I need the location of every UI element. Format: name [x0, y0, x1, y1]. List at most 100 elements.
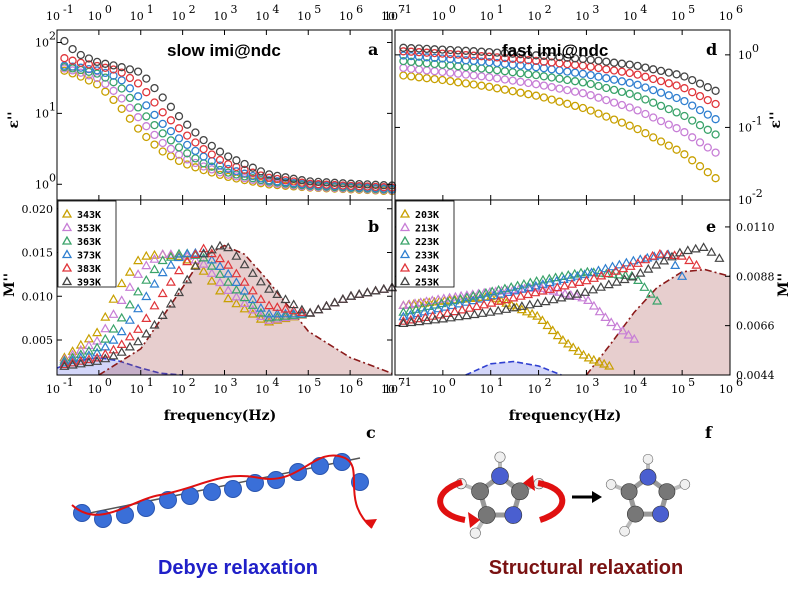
e-point: [423, 301, 434, 310]
e-legend-marker: [399, 276, 411, 286]
d-point: [563, 67, 572, 76]
d-point: [508, 54, 517, 63]
e-xtick-exp: -1: [401, 376, 412, 389]
d-point: [477, 52, 486, 61]
b-point: [149, 319, 160, 329]
a-xtick-top-exp: 7: [398, 3, 405, 16]
e-point: [623, 329, 634, 339]
d-point: [594, 63, 603, 73]
nitrogen-atom: [652, 505, 670, 523]
b-legend-marker: [61, 208, 73, 218]
e-legend: 203K 213K 223K 233K 243K 253K: [395, 200, 455, 289]
e-point: [621, 257, 632, 267]
d-point: [695, 105, 705, 115]
b-xtick-exp: 6: [356, 376, 363, 389]
d-point: [680, 96, 689, 106]
a-point: [158, 119, 167, 129]
a-point: [101, 68, 110, 78]
ylabel-eps-right: ε'': [768, 111, 784, 128]
a-point: [92, 61, 102, 71]
e-xtick-exp: 5: [688, 376, 695, 389]
rotation-arrow-right-icon: [537, 480, 566, 523]
a-point: [68, 44, 77, 54]
d-point: [461, 70, 471, 79]
b-point: [149, 253, 160, 263]
d-point: [625, 68, 634, 78]
b-point: [108, 350, 119, 360]
d-point: [555, 66, 564, 75]
b-point: [165, 298, 176, 308]
a-point: [76, 58, 85, 67]
e-point: [588, 273, 600, 282]
d-point: [633, 124, 642, 134]
d-point: [516, 50, 525, 59]
b-point: [141, 260, 152, 270]
b-point: [133, 255, 144, 265]
b-point: [173, 252, 185, 262]
e-point: [461, 310, 472, 320]
b-point: [157, 288, 168, 298]
b-point: [141, 328, 152, 338]
b-point: [272, 302, 283, 311]
d-ytick-label: 10: [738, 194, 752, 207]
a-point: [314, 177, 323, 187]
e-point: [544, 284, 556, 293]
b-legend-marker: [61, 222, 73, 232]
d-point: [453, 55, 463, 64]
e-point: [632, 258, 643, 267]
d-point: [430, 59, 439, 69]
a-xtick-top-label: 10: [381, 10, 395, 23]
transition-arrow: [572, 491, 602, 503]
d-point: [594, 109, 603, 118]
b-legend-marker: [61, 235, 73, 245]
a-point: [133, 92, 143, 101]
e-point: [572, 288, 583, 298]
b-point: [214, 277, 226, 287]
a-point: [150, 98, 159, 107]
d-point: [524, 78, 533, 88]
d-point: [680, 128, 689, 137]
a-point: [289, 177, 298, 186]
a-point: [166, 136, 176, 145]
a-point: [150, 83, 159, 93]
d-point: [641, 83, 650, 92]
d-point: [688, 75, 697, 85]
b-point: [75, 355, 86, 365]
b-point: [124, 331, 135, 341]
e-xtick-exp: 3: [592, 376, 599, 389]
d-xtick-top-label: 10: [432, 10, 446, 23]
d-point: [555, 84, 564, 93]
a-point: [322, 178, 331, 187]
d-point: [547, 65, 556, 74]
rotation-arrowhead-right-icon: [523, 475, 535, 491]
a-point: [183, 140, 192, 150]
b-point: [231, 250, 242, 260]
a-ytick-exp: 1: [49, 100, 56, 113]
d-point: [461, 62, 471, 72]
d-point: [422, 59, 431, 68]
a-point: [207, 141, 216, 151]
a-point: [355, 179, 364, 189]
d-point: [485, 47, 494, 57]
e-point: [640, 254, 651, 264]
d-point: [407, 51, 416, 61]
d-xtick-top-exp: -1: [401, 3, 412, 16]
d-point: [492, 74, 502, 83]
e-point: [415, 297, 426, 307]
e-point: [442, 296, 453, 306]
e-point: [450, 291, 461, 301]
d-point: [656, 137, 666, 146]
e-point: [552, 330, 563, 340]
d-xtick-top-label: 10: [575, 10, 589, 23]
d-point: [609, 98, 619, 107]
e-ytick-label: 0.0044: [736, 369, 775, 382]
panel-letter-f: f: [705, 423, 713, 442]
b-point: [124, 341, 135, 351]
e-point: [518, 278, 529, 288]
b-point: [255, 276, 266, 286]
b-legend-label: 343K: [77, 210, 101, 221]
a-point: [314, 180, 323, 189]
ylabel-eps-left: ε'': [6, 111, 22, 128]
debye-red-wiggle: [71, 454, 373, 529]
d-point: [508, 68, 517, 77]
